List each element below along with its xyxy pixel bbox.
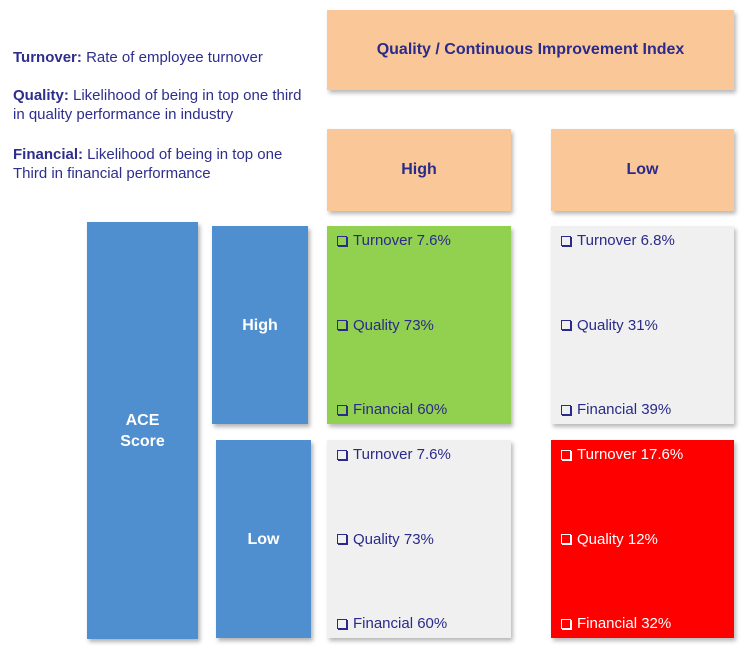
legend-quality: Quality: Likelihood of being in top one …	[13, 86, 303, 124]
cell-item-text: Financial 32%	[577, 615, 672, 632]
cell-item-turnover: Turnover 7.6%	[337, 232, 501, 249]
cell-item-text: Turnover 17.6%	[577, 446, 684, 463]
cell-item-quality: Quality 12%	[561, 531, 724, 548]
column-header-high: High	[327, 129, 511, 211]
cell-item-text: Quality 73%	[353, 316, 434, 334]
legend-term: Turnover:	[13, 49, 82, 66]
cell-item-text: Turnover 7.6%	[353, 232, 451, 249]
legend-desc: Likelihood of being in top one third in …	[13, 87, 302, 123]
legend-financial: Financial: Likelihood of being in top on…	[13, 145, 313, 183]
cell-item-financial: Financial 39%	[561, 401, 724, 418]
cell-item-financial: Financial 60%	[337, 401, 501, 418]
legend-term: Quality:	[13, 87, 69, 104]
ace-score-label-line1: ACE	[125, 411, 160, 429]
checkbox-icon	[337, 235, 347, 246]
checkbox-icon	[561, 449, 571, 460]
legend-turnover: Turnover: Rate of employee turnover	[13, 48, 313, 67]
row-header-high-label: High	[242, 316, 278, 334]
checkbox-icon	[337, 618, 347, 629]
index-title: Quality / Continuous Improvement Index	[376, 41, 685, 58]
checkbox-icon	[337, 404, 347, 415]
row-header-low-label: Low	[247, 530, 280, 548]
cell-item-text: Financial 60%	[353, 401, 448, 418]
cell-item-text: Turnover 6.8%	[577, 232, 675, 249]
cell-item-text: Turnover 7.6%	[353, 446, 451, 463]
cell-item-quality: Quality 31%	[561, 317, 724, 334]
checkbox-icon	[561, 534, 571, 544]
legend-desc: Rate of employee turnover	[81, 49, 263, 66]
checkbox-icon	[561, 320, 571, 330]
cell-ace-high-quality-low: Turnover 6.8% Quality 31% Financial 39%	[551, 226, 734, 424]
legend-term: Financial:	[13, 146, 84, 163]
column-header-low: Low	[551, 129, 734, 211]
index-title-header: Quality / Continuous Improvement Index	[327, 10, 734, 90]
cell-item-turnover: Turnover 17.6%	[561, 446, 724, 463]
checkbox-icon	[561, 404, 571, 415]
row-header-low: Low	[216, 440, 311, 638]
cell-item-text: Financial 60%	[353, 615, 448, 632]
checkbox-icon	[561, 618, 571, 629]
cell-item-quality: Quality 73%	[337, 317, 501, 334]
column-header-low-label: Low	[626, 161, 659, 178]
cell-ace-low-quality-low: Turnover 17.6% Quality 12% Financial 32%	[551, 440, 734, 638]
ace-score-header: ACE Score	[87, 222, 198, 639]
cell-item-text: Quality 73%	[353, 530, 434, 548]
cell-item-financial: Financial 60%	[337, 615, 501, 632]
cell-item-turnover: Turnover 7.6%	[337, 446, 501, 463]
cell-ace-low-quality-high: Turnover 7.6% Quality 73% Financial 60%	[327, 440, 511, 638]
cell-item-turnover: Turnover 6.8%	[561, 232, 724, 249]
legend-desc: Likelihood of being in top one Third in …	[13, 146, 283, 182]
checkbox-icon	[337, 534, 347, 544]
row-header-high: High	[212, 226, 308, 424]
cell-item-quality: Quality 73%	[337, 531, 501, 548]
column-header-high-label: High	[401, 161, 437, 178]
checkbox-icon	[337, 449, 347, 460]
cell-item-text: Quality 12%	[577, 530, 658, 548]
cell-item-text: Financial 39%	[577, 401, 672, 418]
checkbox-icon	[561, 235, 571, 246]
cell-item-financial: Financial 32%	[561, 615, 724, 632]
ace-score-label-line2: Score	[120, 432, 165, 450]
cell-ace-high-quality-high: Turnover 7.6% Quality 73% Financial 60%	[327, 226, 511, 424]
checkbox-icon	[337, 320, 347, 330]
cell-item-text: Quality 31%	[577, 316, 658, 334]
